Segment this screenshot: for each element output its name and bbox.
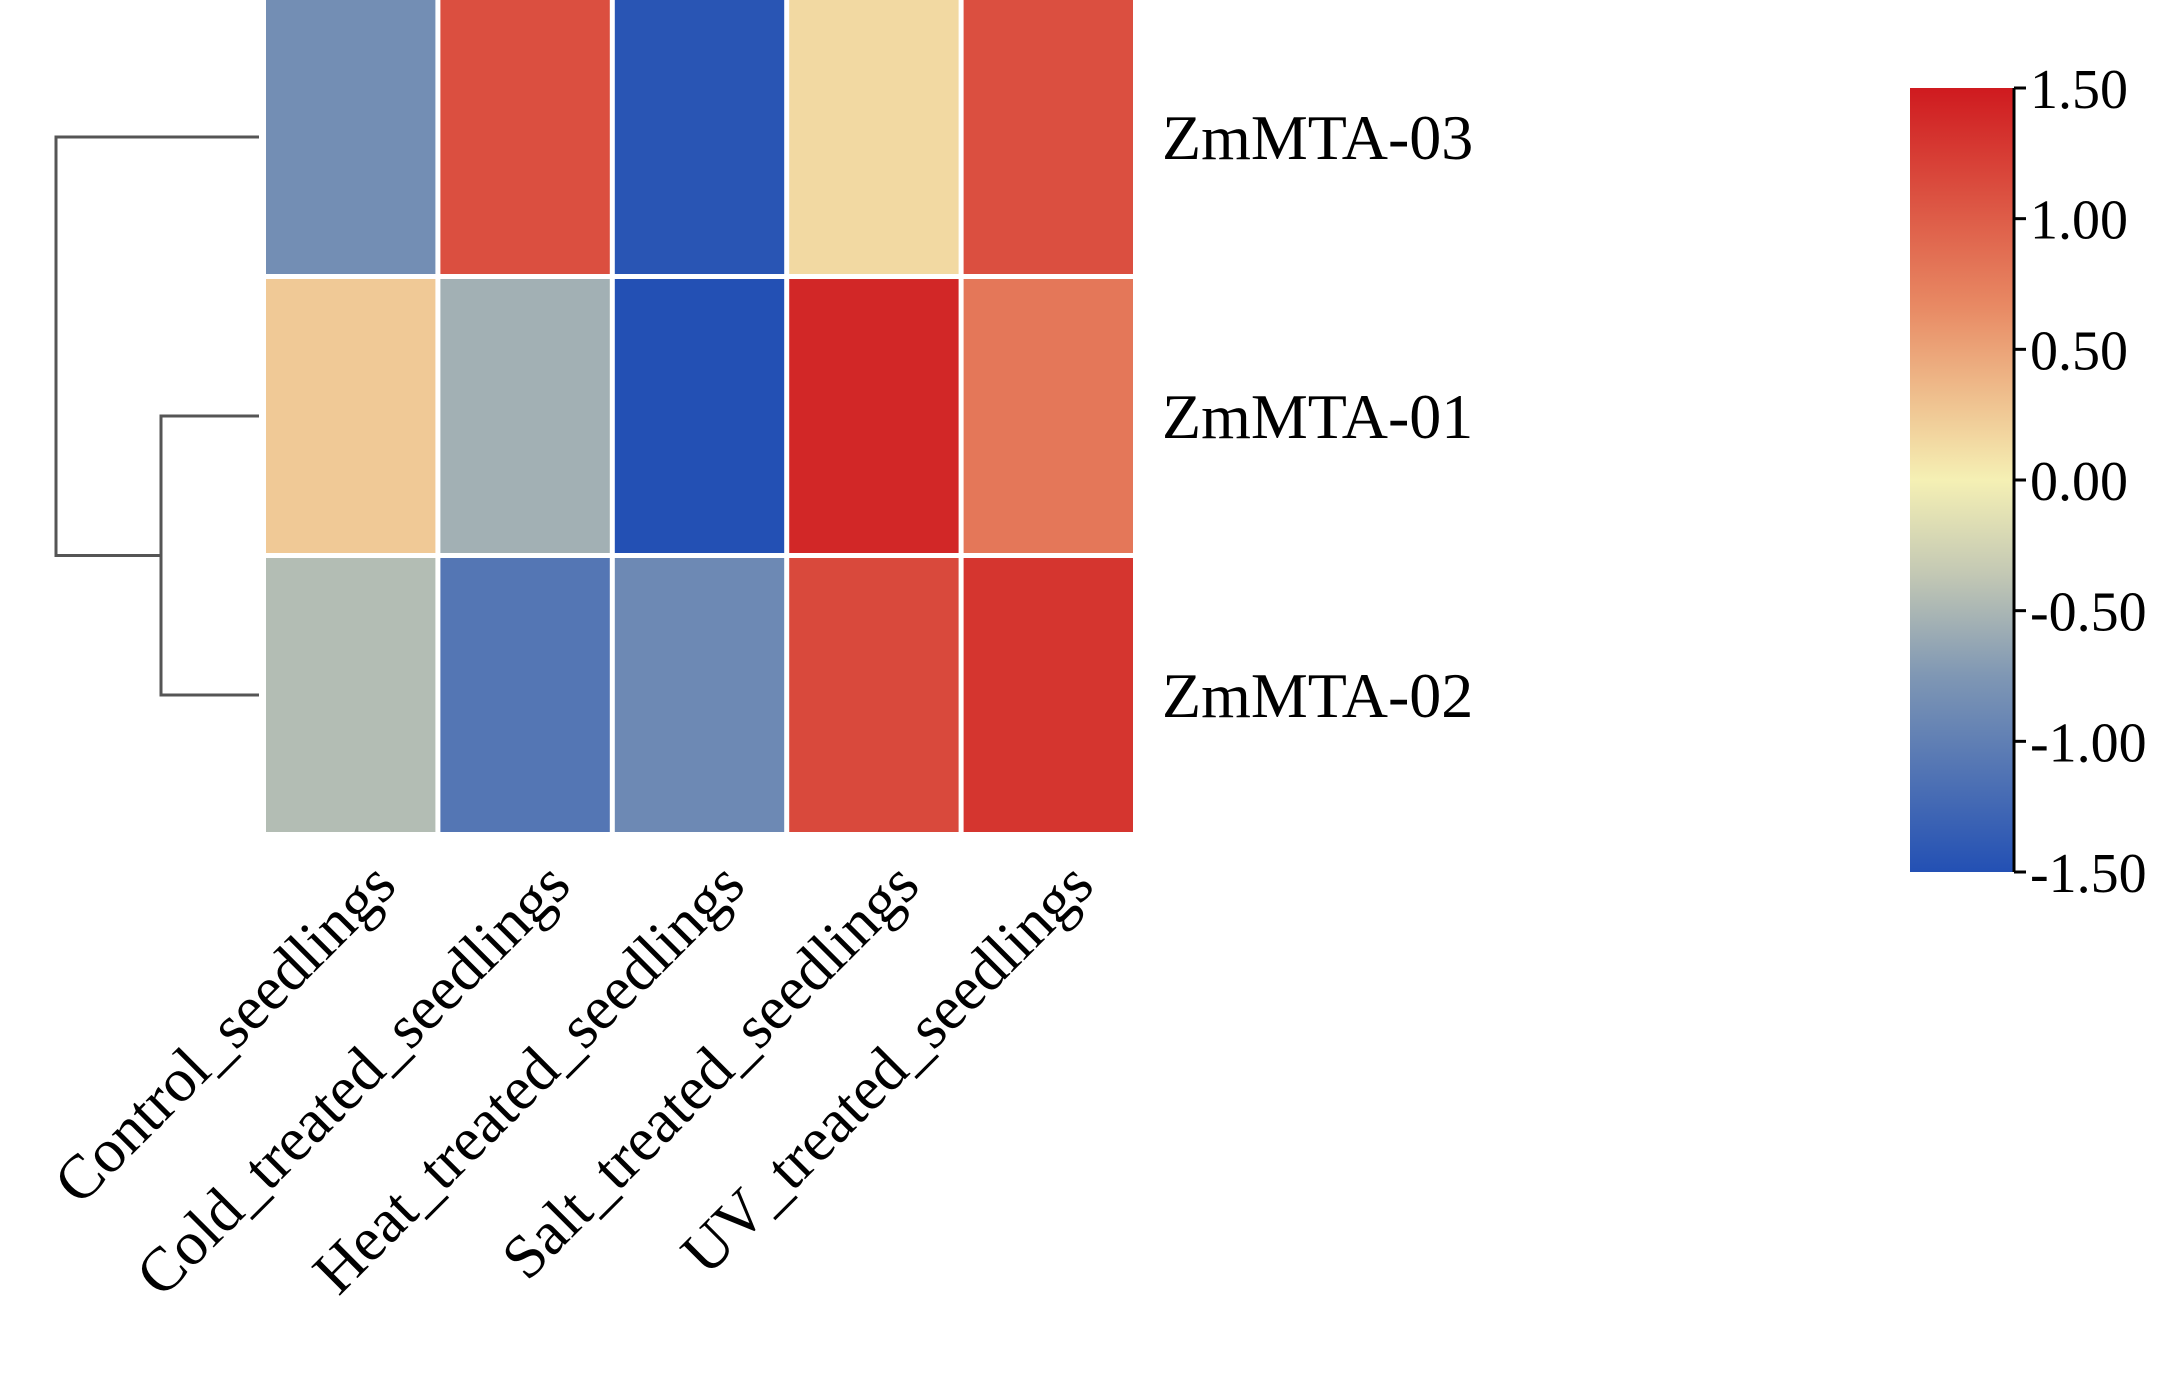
- heatmap-cell: [614, 558, 785, 832]
- heatmap-cell: [266, 279, 436, 553]
- heatmap-cell: [266, 0, 436, 274]
- heatmap-cell: [963, 279, 1133, 553]
- heatmap-cell: [963, 0, 1133, 274]
- colorbar-tick-label: 1.00: [2030, 190, 2128, 252]
- row-dendrogram: [54, 135, 259, 697]
- colorbar-tick-label: -1.00: [2030, 712, 2147, 774]
- colorbar-tick-label: -1.50: [2030, 843, 2147, 905]
- heatmap-cell: [266, 558, 436, 832]
- colorbar: 1.50 1.00 0.50 0.00 -0.50 -1.00 -1.50: [1910, 59, 2147, 905]
- heatmap-cell: [963, 558, 1133, 832]
- heatmap-cells: [266, 0, 1133, 832]
- row-labels: ZmMTA-03 ZmMTA-01 ZmMTA-02: [1162, 102, 1473, 731]
- heatmap-cell: [614, 0, 785, 274]
- colorbar-tick-label: 0.00: [2030, 451, 2128, 513]
- row-label: ZmMTA-01: [1162, 381, 1473, 452]
- heatmap-cell: [614, 279, 785, 553]
- heatmap-cell: [440, 558, 610, 832]
- colorbar-tick-label: 1.50: [2030, 59, 2128, 121]
- row-label: ZmMTA-02: [1162, 660, 1473, 731]
- dendrogram-branch: [159, 414, 259, 697]
- heatmap-cell: [789, 0, 959, 274]
- colorbar-tick-label: 0.50: [2030, 320, 2128, 382]
- heatmap-cell: [440, 0, 610, 274]
- dendrogram-branch: [54, 135, 259, 557]
- heatmap-cell: [789, 558, 959, 832]
- column-labels: Control_seedlingsCold_treated_seedlingsH…: [41, 850, 1106, 1310]
- colorbar-tick-label: -0.50: [2030, 582, 2147, 644]
- colorbar-ticks: 1.50 1.00 0.50 0.00 -0.50 -1.00 -1.50: [2012, 59, 2147, 905]
- heatmap-cell: [440, 279, 610, 553]
- colorbar-gradient: [1910, 88, 2014, 872]
- row-label: ZmMTA-03: [1162, 102, 1473, 173]
- heatmap-cell: [789, 279, 959, 553]
